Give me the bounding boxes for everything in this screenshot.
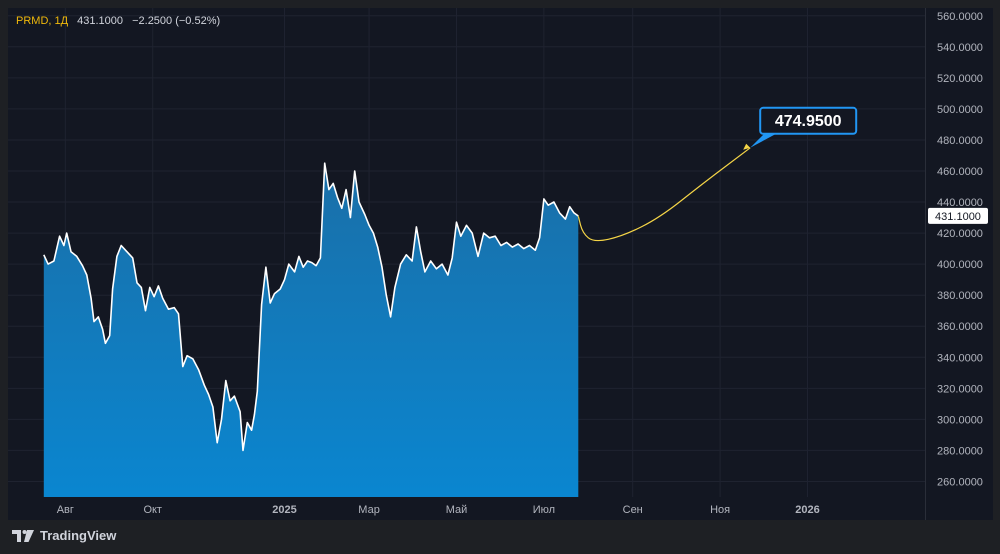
last-price-tag-bg (928, 207, 988, 224)
y-tick-label: 380.0000 (937, 290, 983, 302)
last-price-tag: 431.1000 (928, 207, 988, 224)
forecast-callout-box[interactable] (759, 106, 858, 135)
forecast-curve (577, 147, 751, 242)
price-area-series (43, 162, 579, 497)
last-price-tag-label: 431.1000 (935, 211, 981, 223)
y-tick-label: 500.0000 (937, 104, 983, 116)
x-tick-label: Ноя (710, 504, 730, 516)
price-change-value: −2.2500 (−0.52%) (132, 15, 221, 27)
y-tick-label: 360.0000 (937, 321, 983, 333)
last-price-value: 431.1000 (77, 15, 124, 27)
y-tick-label: 300.0000 (937, 414, 983, 426)
x-tick-label: 2025 (272, 504, 296, 516)
y-tick-label: 440.0000 (937, 197, 983, 209)
y-tick-label: 460.0000 (937, 166, 983, 178)
x-tick-label: Май (446, 504, 468, 516)
symbol-legend[interactable]: PRMD, 1Д 431.1000 −2.2500 (−0.52%) (16, 15, 226, 27)
forecast-callout-label: 474.9500 (775, 113, 842, 130)
y-tick-label: 420.0000 (937, 228, 983, 240)
y-axis-ticks: 560.0000 540.0000 520.0000 500.0000 480.0000… (937, 11, 983, 489)
tradingview-branding[interactable]: TradingView (12, 528, 116, 543)
symbol-label: PRMD, 1Д (16, 15, 69, 27)
x-tick-label: Авг (57, 504, 74, 516)
y-tick-label: 400.0000 (937, 259, 983, 271)
x-tick-label: Сен (623, 504, 643, 516)
price-area-fill (43, 163, 579, 497)
forecast-arrow[interactable]: 474.9500 (577, 106, 858, 242)
tradingview-text: TradingView (40, 528, 117, 543)
y-tick-label: 260.0000 (937, 476, 983, 488)
x-tick-label: Мар (358, 504, 380, 516)
y-tick-label: 520.0000 (937, 73, 983, 85)
y-tick-label: 560.0000 (937, 11, 983, 23)
x-tick-label: 2026 (795, 504, 819, 516)
y-tick-label: 480.0000 (937, 135, 983, 147)
x-axis-ticks: Авг Окт 2025 Мар Май Июл Сен Ноя 2026 (57, 504, 820, 516)
y-tick-label: 320.0000 (937, 383, 983, 395)
price-line (43, 162, 579, 452)
tradingview-logo-icon (12, 529, 34, 542)
y-tick-label: 280.0000 (937, 445, 983, 457)
forecast-arrowhead-icon (743, 143, 751, 150)
price-axis[interactable] (925, 8, 993, 520)
x-tick-label: Июл (533, 504, 555, 516)
y-tick-label: 540.0000 (937, 42, 983, 54)
forecast-callout-pointer (750, 133, 777, 148)
x-tick-label: Окт (143, 504, 162, 516)
y-tick-label: 340.0000 (937, 352, 983, 364)
